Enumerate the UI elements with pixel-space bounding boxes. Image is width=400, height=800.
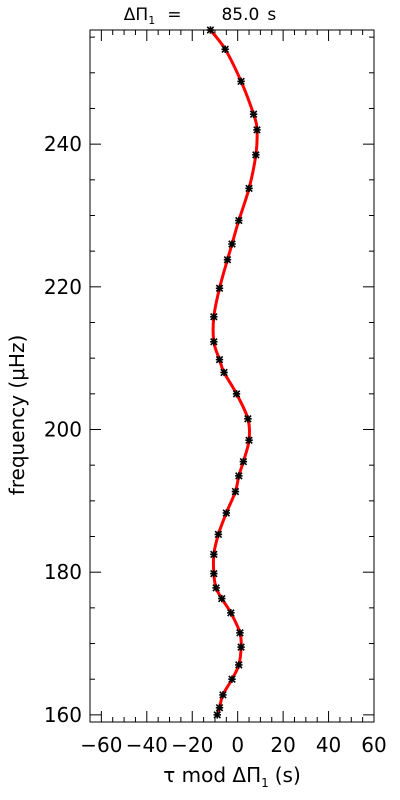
y-axis-title-prefix: frequency ( [5, 381, 29, 495]
data-point [210, 337, 218, 346]
chart-title: ΔΠ1 = 85.0 s [124, 5, 277, 27]
data-point [232, 390, 241, 398]
data-point [215, 284, 224, 293]
plot-frame [89, 29, 375, 723]
title-unit: s [267, 5, 276, 25]
y-axis-title: frequency (μHz) [5, 335, 29, 496]
data-point [252, 151, 260, 159]
data-point [223, 255, 232, 264]
data-point [228, 675, 236, 683]
x-axis-title: τ mod ΔΠ1 (s) [163, 763, 301, 790]
x-tick-label: 0 [231, 733, 244, 757]
data-point [245, 436, 253, 444]
data-point [210, 550, 218, 559]
y-tick-label: 180 [44, 560, 82, 584]
y-tick-label: 220 [44, 275, 82, 299]
data-point [239, 457, 248, 466]
data-point [218, 594, 226, 603]
data-point [231, 487, 240, 496]
data-point [215, 703, 224, 712]
title-value: 85.0 [221, 5, 259, 25]
data-point [244, 415, 252, 423]
y-tick-label: 240 [44, 132, 82, 156]
data-point [228, 240, 236, 248]
x-axis-title-prefix: τ mod ΔΠ [163, 763, 261, 787]
ticks-group [89, 30, 375, 722]
data-point [220, 368, 228, 377]
y-tick-labels: 160 180 200 220 240 [44, 132, 82, 727]
x-axis-title-subscript: 1 [261, 776, 269, 790]
x-tick-labels: −60 −40 −20 0 20 40 60 [80, 733, 386, 757]
data-point [210, 569, 218, 578]
data-point [206, 26, 215, 34]
data-point [245, 184, 253, 193]
markers-group [206, 26, 261, 719]
title-subscript: 1 [148, 14, 155, 27]
data-point [237, 643, 245, 651]
title-equals: = [167, 5, 181, 25]
data-point [214, 530, 223, 539]
data-point [253, 126, 261, 134]
x-tick-label: −20 [171, 733, 213, 757]
data-point [219, 691, 227, 699]
data-point [210, 313, 218, 321]
data-point [235, 661, 243, 669]
y-tick-label: 160 [44, 703, 82, 727]
data-point [249, 110, 258, 118]
data-point [221, 45, 229, 54]
plot-frame-group [89, 29, 375, 723]
data-point [212, 584, 220, 592]
data-point [235, 472, 243, 480]
data-point [222, 509, 231, 517]
x-tick-label: 20 [270, 733, 295, 757]
data-point [237, 77, 245, 86]
title-symbol: ΔΠ [124, 5, 148, 25]
y-axis-title-mu: μ [5, 368, 29, 381]
x-tick-label: −60 [80, 733, 122, 757]
data-point [215, 355, 224, 364]
y-tick-label: 200 [44, 418, 82, 442]
data-point [235, 216, 243, 225]
data-point [213, 711, 221, 719]
x-tick-label: 60 [361, 733, 386, 757]
y-axis-title-suffix: Hz) [5, 335, 29, 368]
x-tick-label: −40 [126, 733, 168, 757]
data-point [236, 629, 244, 637]
x-axis-title-suffix: (s) [275, 763, 301, 787]
data-point [227, 609, 235, 617]
x-tick-label: 40 [316, 733, 341, 757]
